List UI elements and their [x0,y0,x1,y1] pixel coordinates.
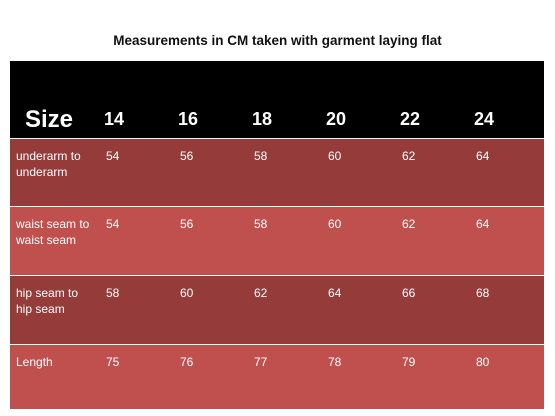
table-cell: 58 [248,206,322,276]
table-cell: 77 [248,344,322,409]
table-cell: 60 [322,138,396,207]
table-cell: 60 [322,206,396,276]
size-column-header: 18 [248,61,322,139]
table-row: waist seam to waist seam 54 56 58 60 62 … [10,206,544,276]
size-chart-table: Size 14 16 18 20 22 24 underarm to under… [10,61,544,409]
table-row: underarm to underarm 54 56 58 60 62 64 [10,138,544,207]
table-cell: 75 [100,344,174,409]
size-column-header: 22 [396,61,470,139]
table-cell: 79 [396,344,470,409]
size-header-label: Size [10,61,100,139]
row-label: hip seam to hip seam [10,275,100,345]
row-label: underarm to underarm [10,138,100,207]
table-cell: 78 [322,344,396,409]
size-column-header: 14 [100,61,174,139]
table-cell: 68 [470,275,544,345]
row-label: Length [10,344,100,409]
size-column-header: 24 [470,61,544,139]
table-cell: 56 [174,138,248,207]
table-cell: 64 [470,138,544,207]
table-header-row: Size 14 16 18 20 22 24 [10,61,544,139]
table-cell: 60 [174,275,248,345]
table-cell: 62 [396,206,470,276]
table-cell: 66 [396,275,470,345]
table-cell: 64 [470,206,544,276]
table-cell: 62 [396,138,470,207]
table-cell: 54 [100,138,174,207]
table-cell: 62 [248,275,322,345]
row-label: waist seam to waist seam [10,206,100,276]
table-cell: 64 [322,275,396,345]
table-row: hip seam to hip seam 58 60 62 64 66 68 [10,275,544,345]
table-row: Length 75 76 77 78 79 80 [10,344,544,409]
table-cell: 76 [174,344,248,409]
size-column-header: 16 [174,61,248,139]
table-cell: 58 [248,138,322,207]
page-title: Measurements in CM taken with garment la… [113,33,442,48]
table-cell: 56 [174,206,248,276]
table-cell: 54 [100,206,174,276]
table-cell: 80 [470,344,544,409]
size-column-header: 20 [322,61,396,139]
table-cell: 58 [100,275,174,345]
